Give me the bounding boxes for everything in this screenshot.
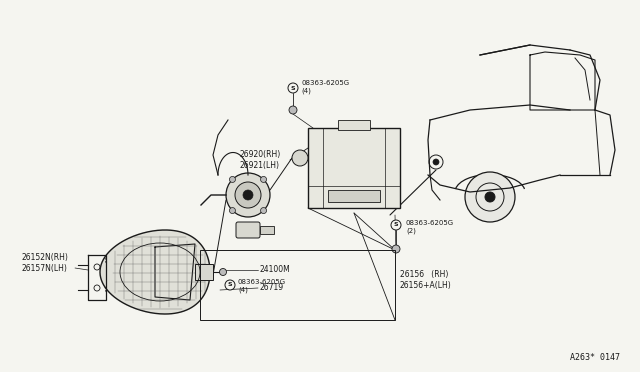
Text: S: S (228, 282, 232, 288)
Circle shape (485, 192, 495, 202)
Circle shape (230, 208, 236, 214)
Bar (308, 128, 400, 208)
Polygon shape (100, 230, 210, 314)
Circle shape (230, 176, 236, 182)
Circle shape (392, 245, 400, 253)
Circle shape (389, 197, 395, 203)
Circle shape (292, 150, 308, 166)
Circle shape (243, 190, 253, 200)
Text: A263* 0147: A263* 0147 (570, 353, 620, 362)
Circle shape (433, 159, 439, 165)
Bar (338, 120, 370, 130)
Bar (195, 264, 213, 280)
Text: S: S (291, 86, 295, 90)
Circle shape (391, 220, 401, 230)
Text: 08363-6205G
(4): 08363-6205G (4) (301, 80, 349, 94)
Circle shape (260, 208, 266, 214)
Text: 26719: 26719 (260, 283, 284, 292)
Circle shape (313, 197, 319, 203)
Text: 24100M: 24100M (260, 266, 291, 275)
Circle shape (313, 133, 319, 139)
Circle shape (389, 133, 395, 139)
Circle shape (235, 182, 261, 208)
Text: 26156   (RH)
26156+A(LH): 26156 (RH) 26156+A(LH) (400, 270, 452, 290)
Bar (328, 190, 380, 202)
Text: 26152N(RH)
26157N(LH): 26152N(RH) 26157N(LH) (22, 253, 69, 273)
Text: 26920(RH)
26921(LH): 26920(RH) 26921(LH) (240, 150, 281, 170)
Circle shape (465, 172, 515, 222)
Circle shape (220, 269, 227, 276)
Circle shape (260, 176, 266, 182)
Circle shape (289, 106, 297, 114)
Circle shape (288, 83, 298, 93)
Bar (260, 226, 274, 234)
Circle shape (226, 173, 270, 217)
Circle shape (225, 280, 235, 290)
Bar (200, 250, 395, 320)
Text: 08363-6205G
(2): 08363-6205G (2) (406, 220, 454, 234)
FancyBboxPatch shape (236, 222, 260, 238)
Text: S: S (394, 222, 398, 228)
Text: 08363-6205G
(4): 08363-6205G (4) (238, 279, 286, 293)
